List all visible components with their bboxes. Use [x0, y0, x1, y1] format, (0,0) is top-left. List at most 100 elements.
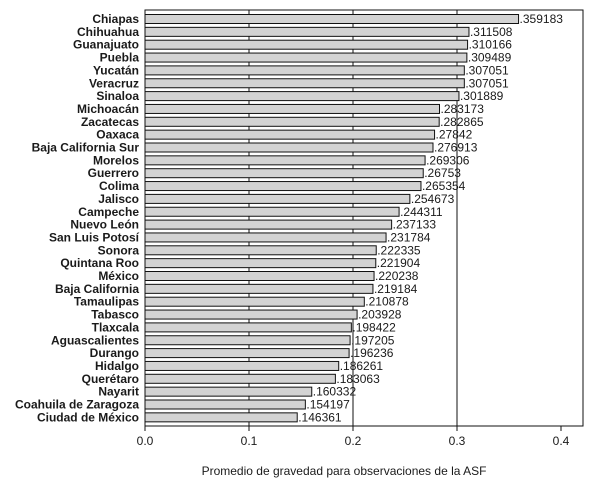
category-label-28: Querétaro — [82, 372, 139, 386]
bar-4 — [144, 65, 465, 76]
category-label-27: Hidalgo — [95, 359, 139, 373]
category-label-22: Tamaulipas — [74, 295, 139, 309]
category-label-20: México — [98, 269, 139, 283]
value-label-6: .301889 — [460, 89, 504, 103]
category-label-29: Nayarit — [98, 385, 139, 399]
x-tick-label-1: 0.1 — [241, 434, 258, 448]
value-label-11: .269306 — [426, 153, 470, 167]
x-tick-label-0: 0.0 — [137, 434, 154, 448]
category-label-5: Veracruz — [89, 76, 139, 90]
bar-22 — [144, 296, 365, 307]
category-label-13: Colima — [99, 179, 139, 193]
bar-7 — [144, 103, 440, 114]
category-label-26: Durango — [90, 346, 139, 360]
category-label-17: San Luis Potosí — [49, 230, 140, 244]
value-label-27: .186261 — [340, 359, 384, 373]
bar-28 — [144, 373, 336, 384]
category-label-21: Baja California — [55, 282, 139, 296]
value-label-1: .311508 — [470, 25, 513, 39]
value-label-12: .26753 — [424, 166, 461, 180]
value-label-29: .160332 — [313, 385, 357, 399]
value-label-31: .146361 — [298, 410, 342, 424]
bar-29 — [144, 386, 313, 397]
bar-25 — [144, 335, 351, 346]
bar-24 — [144, 322, 352, 333]
value-label-18: .222335 — [377, 243, 421, 257]
value-label-21: .219184 — [374, 282, 418, 296]
x-axis-title: Promedio de gravedad para observaciones … — [202, 464, 487, 478]
x-tick-label-2: 0.2 — [345, 434, 362, 448]
category-label-0: Chiapas — [92, 12, 139, 26]
category-label-7: Michoacán — [77, 102, 139, 116]
bar-16 — [144, 219, 393, 230]
category-label-25: Aguascalientes — [51, 333, 139, 347]
category-label-23: Tabasco — [91, 308, 139, 322]
bar-20 — [144, 271, 375, 281]
value-label-0: .359183 — [520, 12, 564, 26]
value-label-16: .237133 — [393, 218, 437, 232]
category-labels: ChiapasChihuahuaGuanajuatoPueblaYucatánV… — [15, 12, 140, 424]
x-axis: 0.0 0.1 0.2 0.3 0.4 — [137, 426, 570, 448]
value-label-19: .221904 — [377, 256, 421, 270]
category-label-24: Tlaxcala — [92, 320, 140, 334]
value-label-24: .198422 — [352, 320, 396, 334]
plot-frame — [144, 9, 584, 427]
value-label-5: .307051 — [465, 76, 509, 90]
value-label-20: .220238 — [375, 269, 419, 283]
bar-30 — [144, 399, 306, 410]
value-labels: .359183.311508.310166.309489.307051.3070… — [298, 12, 563, 424]
bar-18 — [144, 245, 377, 256]
category-label-9: Oaxaca — [96, 128, 139, 142]
bar-2 — [144, 39, 469, 50]
value-label-3: .309489 — [468, 51, 512, 65]
bar-15 — [144, 206, 400, 217]
category-label-6: Sinaloa — [96, 89, 139, 103]
category-label-15: Campeche — [78, 205, 139, 219]
bar-21 — [144, 283, 374, 294]
category-label-2: Guanajuato — [73, 38, 139, 52]
bar-9 — [144, 129, 436, 140]
bar-13 — [144, 181, 422, 192]
bar-10 — [144, 142, 434, 153]
value-label-26: .196236 — [350, 346, 394, 360]
bar-11 — [144, 155, 426, 166]
category-label-14: Jalisco — [98, 192, 139, 206]
category-label-18: Sonora — [98, 243, 140, 257]
category-label-16: Nuevo León — [70, 218, 139, 232]
bar-1 — [144, 26, 470, 37]
bar-23 — [144, 309, 358, 320]
bar-17 — [144, 232, 387, 243]
category-label-31: Ciudad de México — [37, 410, 139, 424]
bar-14 — [144, 193, 411, 204]
value-label-2: .310166 — [469, 38, 513, 52]
value-label-9: .27842 — [436, 128, 473, 142]
value-label-10: .276913 — [434, 141, 478, 155]
x-tick-label-3: 0.3 — [449, 434, 466, 448]
value-label-14: .254673 — [411, 192, 455, 206]
category-label-8: Zacatecas — [81, 115, 139, 129]
bar-26 — [144, 348, 350, 359]
x-tick-label-4: 0.4 — [553, 434, 570, 448]
bars — [144, 14, 520, 423]
value-label-17: .231784 — [387, 230, 431, 244]
bar-5 — [144, 78, 465, 89]
value-label-7: .283173 — [441, 102, 485, 116]
value-label-25: .197205 — [351, 333, 395, 347]
bar-3 — [144, 52, 468, 63]
value-label-23: .203928 — [358, 308, 402, 322]
value-label-15: .244311 — [400, 205, 443, 219]
category-label-10: Baja California Sur — [32, 141, 140, 155]
bar-31 — [144, 412, 298, 423]
value-label-13: .265354 — [422, 179, 466, 193]
bar-19 — [144, 258, 377, 269]
category-label-4: Yucatán — [93, 63, 139, 77]
value-label-30: .154197 — [306, 398, 350, 412]
value-label-4: .307051 — [465, 63, 509, 77]
category-label-19: Quintana Roo — [60, 256, 139, 270]
bar-27 — [144, 360, 340, 371]
bar-6 — [144, 91, 460, 102]
category-label-12: Guerrero — [88, 166, 139, 180]
bar-12 — [144, 168, 424, 179]
value-label-28: .183063 — [336, 372, 380, 386]
